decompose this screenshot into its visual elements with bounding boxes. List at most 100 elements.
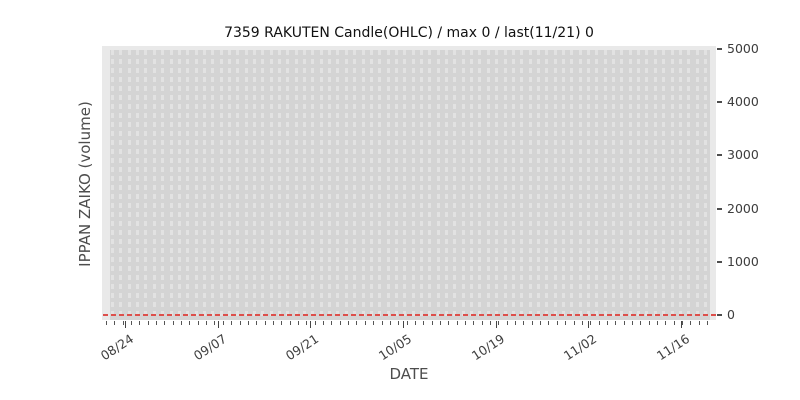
y-tick-label: 2000 — [727, 200, 759, 216]
x-minor-tick-mark — [197, 321, 199, 325]
x-minor-tick-mark — [465, 321, 466, 325]
daily-gridline — [653, 50, 657, 320]
daily-gridline — [436, 50, 440, 320]
x-minor-tick-mark — [256, 321, 258, 325]
daily-gridline — [453, 50, 457, 320]
daily-gridline — [252, 50, 256, 320]
plot-area — [102, 46, 716, 320]
x-minor-tick-mark — [139, 321, 141, 325]
daily-gridline — [144, 50, 148, 320]
x-tick-label: 10/05 — [375, 331, 415, 364]
daily-gridline — [628, 50, 632, 320]
x-minor-tick-mark — [690, 321, 692, 325]
zero-value-dashed-line — [103, 314, 716, 316]
x-major-tick-mark — [495, 321, 497, 328]
x-minor-tick-mark — [339, 321, 341, 325]
x-minor-tick-mark — [590, 321, 592, 325]
daily-gridline — [495, 50, 499, 320]
x-minor-tick-mark — [114, 321, 116, 325]
daily-gridline — [369, 50, 373, 320]
daily-gridline — [261, 50, 265, 320]
x-minor-tick-mark — [398, 321, 400, 325]
daily-gridline — [486, 50, 490, 320]
x-minor-tick-mark — [540, 321, 542, 325]
daily-gridline — [177, 50, 181, 320]
x-minor-tick-mark — [381, 321, 383, 325]
x-minor-tick-mark — [448, 321, 450, 325]
daily-gridline — [461, 50, 465, 320]
x-minor-tick-mark — [665, 321, 667, 325]
x-minor-tick-mark — [631, 321, 633, 325]
daily-gridline — [645, 50, 649, 320]
x-minor-tick-mark — [206, 321, 208, 325]
daily-gridline — [319, 50, 323, 320]
x-minor-tick-mark — [331, 321, 333, 325]
daily-gridline — [470, 50, 474, 320]
x-minor-tick-mark — [189, 321, 191, 325]
x-minor-tick-mark — [239, 321, 241, 325]
y-tick-label: 4000 — [727, 94, 759, 110]
daily-gridline — [603, 50, 607, 320]
plot-data-region — [110, 50, 710, 320]
x-minor-tick-mark — [423, 321, 425, 325]
x-minor-tick-mark — [673, 321, 675, 325]
daily-gridline — [670, 50, 674, 320]
daily-gridline — [386, 50, 390, 320]
x-tick-label: 11/16 — [653, 331, 693, 364]
daily-gridline — [637, 50, 641, 320]
x-minor-tick-mark — [373, 321, 375, 325]
daily-gridline — [378, 50, 382, 320]
daily-gridline — [411, 50, 415, 320]
x-minor-tick-mark — [406, 321, 408, 325]
x-minor-tick-mark — [598, 321, 600, 325]
x-minor-tick-mark — [498, 321, 500, 325]
x-minor-tick-mark — [105, 321, 107, 325]
daily-gridline — [111, 50, 114, 320]
daily-gridline — [587, 50, 590, 320]
x-minor-tick-mark — [297, 321, 299, 325]
x-minor-tick-mark — [565, 321, 567, 325]
x-minor-tick-mark — [515, 321, 516, 325]
daily-gridline — [612, 50, 615, 320]
x-tick-label: 08/24 — [97, 331, 137, 364]
daily-gridline — [528, 50, 532, 320]
daily-gridline — [445, 50, 448, 320]
y-tick-mark — [717, 154, 722, 157]
daily-gridline — [478, 50, 482, 320]
x-minor-tick-mark — [364, 321, 366, 325]
daily-gridline — [127, 50, 131, 320]
daily-gridline — [687, 50, 691, 320]
y-tick-mark — [717, 207, 722, 210]
daily-gridline — [353, 50, 357, 320]
daily-gridline — [186, 50, 190, 320]
y-tick-label: 3000 — [727, 147, 759, 163]
daily-gridline — [303, 50, 306, 320]
x-minor-tick-mark — [481, 321, 483, 325]
x-minor-tick-mark — [122, 321, 124, 325]
daily-gridline — [336, 50, 340, 320]
x-minor-tick-mark — [439, 321, 441, 325]
x-minor-tick-mark — [281, 321, 283, 325]
daily-gridline — [428, 50, 432, 320]
x-tick-label: 10/19 — [468, 331, 507, 364]
x-minor-tick-mark — [506, 321, 508, 325]
x-minor-tick-mark — [348, 321, 349, 325]
x-major-tick-mark — [217, 321, 219, 328]
y-tick-mark — [717, 101, 722, 104]
x-minor-tick-mark — [222, 321, 224, 325]
y-tick-mark — [717, 260, 722, 263]
daily-gridline — [520, 50, 524, 320]
x-minor-tick-mark — [648, 321, 650, 325]
daily-gridline — [578, 50, 582, 320]
x-minor-tick-mark — [181, 321, 183, 325]
daily-gridline — [161, 50, 165, 320]
x-minor-tick-mark — [214, 321, 216, 325]
x-minor-tick-mark — [314, 321, 316, 325]
y-tick-mark — [717, 314, 722, 316]
x-minor-tick-mark — [490, 321, 491, 325]
daily-gridline — [194, 50, 198, 320]
x-minor-tick-mark — [431, 321, 433, 325]
daily-gridline — [703, 50, 707, 320]
daily-gridline — [503, 50, 507, 320]
x-minor-tick-mark — [623, 321, 625, 325]
